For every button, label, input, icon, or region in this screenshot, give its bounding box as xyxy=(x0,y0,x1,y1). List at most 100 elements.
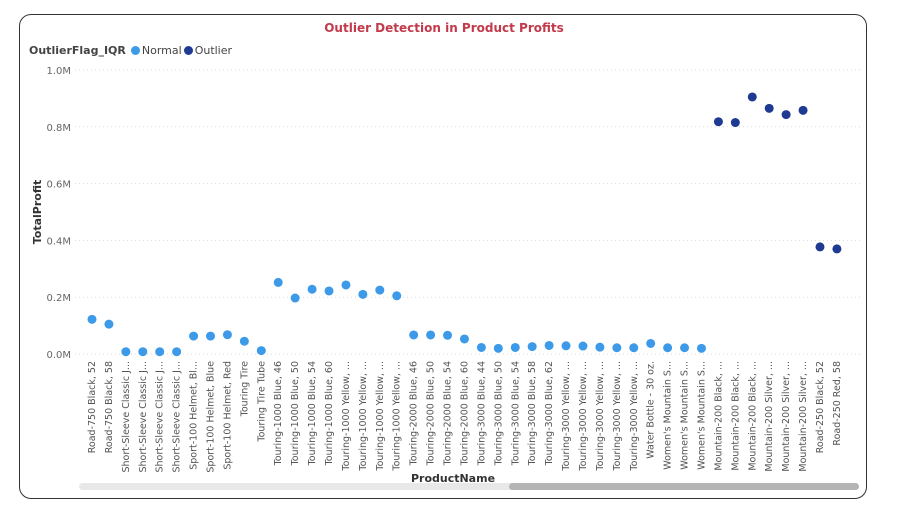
y-tick-label: 0.6M xyxy=(46,180,71,191)
x-tick-label: Short-Sleeve Classic J... xyxy=(172,361,183,473)
y-tick-label: 0.8M xyxy=(46,123,71,134)
data-point-normal xyxy=(629,343,639,353)
x-tick-label: Mountain-200 Black, ... xyxy=(730,361,741,471)
x-axis-label: ProductName xyxy=(411,472,495,485)
x-tick-label: Mountain-200 Silver, ... xyxy=(764,361,775,472)
data-point-normal xyxy=(273,277,283,287)
y-tick-label: 0.4M xyxy=(46,236,71,247)
legend-item-outlier[interactable]: Outlier xyxy=(183,44,233,57)
x-tick-label: Mountain-200 Black, ... xyxy=(713,361,724,471)
x-tick-label: Road-250 Red, 58 xyxy=(832,361,843,446)
y-axis-label: TotalProfit xyxy=(31,180,44,245)
x-tick-label: Sport-100 Helmet, Bl... xyxy=(189,361,200,470)
data-point-normal xyxy=(104,319,114,329)
x-tick-label: Touring-1000 Blue, 46 xyxy=(273,361,284,466)
data-point-normal xyxy=(476,342,486,352)
x-tick-label: Touring-3000 Yellow, ... xyxy=(612,361,623,472)
x-tick-label: Touring-2000 Blue, 54 xyxy=(443,361,454,466)
chart-visual-container: Outlier Detection in Product Profits Out… xyxy=(19,14,867,499)
x-tick-label: Short-Sleeve Classic J... xyxy=(121,361,132,473)
x-tick-label: Road-250 Black, 52 xyxy=(815,361,826,453)
scrollbar-thumb[interactable] xyxy=(509,483,859,490)
x-tick-label: Touring-3000 Yellow, ... xyxy=(578,361,589,472)
x-tick-label: Touring-1000 Yellow, ... xyxy=(375,361,386,472)
data-point-normal xyxy=(696,343,706,353)
y-tick-label: 1.0M xyxy=(46,66,71,77)
x-tick-label: Women's Mountain S... xyxy=(680,361,691,470)
data-point-outlier xyxy=(798,105,808,115)
legend-outlier-dot-icon xyxy=(183,46,193,55)
x-tick-label: Touring-3000 Blue, 58 xyxy=(527,361,538,466)
data-point-normal xyxy=(680,343,690,353)
data-point-normal xyxy=(222,330,232,340)
x-tick-label: Touring-1000 Yellow, ... xyxy=(392,361,403,472)
data-point-normal xyxy=(561,341,571,351)
x-tick-label: Touring-1000 Yellow, ... xyxy=(341,361,352,472)
x-tick-label: Mountain-200 Silver, ... xyxy=(798,361,809,472)
data-point-outlier xyxy=(815,242,825,252)
data-point-outlier xyxy=(781,110,791,120)
data-point-outlier xyxy=(832,244,842,254)
data-point-normal xyxy=(341,280,351,290)
data-point-normal xyxy=(87,314,97,324)
x-tick-label: Touring-1000 Blue, 60 xyxy=(324,361,335,466)
x-tick-label: Water Bottle - 30 oz. xyxy=(646,361,657,459)
x-tick-label: Touring-3000 Yellow, ... xyxy=(561,361,572,472)
x-tick-label: Short-Sleeve Classic J... xyxy=(155,361,166,473)
data-point-normal xyxy=(646,338,656,348)
y-tick-label: 0.0M xyxy=(46,350,71,361)
data-point-normal xyxy=(256,346,266,356)
data-point-outlier xyxy=(730,118,740,128)
x-tick-label: Touring-3000 Yellow, ... xyxy=(595,361,606,472)
x-tick-label: Touring-3000 Blue, 50 xyxy=(493,361,504,466)
data-point-normal xyxy=(206,331,216,341)
legend-item-normal[interactable]: Normal xyxy=(130,44,182,57)
data-point-normal xyxy=(544,340,554,350)
legend-normal-label: Normal xyxy=(141,44,182,57)
x-tick-label: Road-750 Black, 58 xyxy=(104,361,115,453)
data-point-normal xyxy=(324,286,334,296)
x-tick-label: Touring-3000 Blue, 44 xyxy=(476,361,487,466)
data-point-normal xyxy=(493,343,503,353)
x-tick-label: Mountain-200 Silver, ... xyxy=(781,361,792,472)
data-point-normal xyxy=(358,289,368,299)
data-point-outlier xyxy=(713,117,723,127)
x-tick-label: Women's Mountain S... xyxy=(696,361,707,470)
x-tick-label: Touring-2000 Blue, 50 xyxy=(426,361,437,466)
legend-title: OutlierFlag_IQR xyxy=(29,44,126,57)
legend-normal-dot-icon xyxy=(130,46,140,55)
data-point-normal xyxy=(138,347,148,357)
horizontal-scrollbar[interactable] xyxy=(79,483,859,490)
x-tick-label: Women's Mountain S... xyxy=(663,361,674,470)
legend: OutlierFlag_IQR Normal Outlier xyxy=(29,44,234,57)
data-point-normal xyxy=(239,336,249,346)
legend-outlier-label: Outlier xyxy=(194,44,233,57)
y-tick-label: 0.2M xyxy=(46,293,71,304)
data-point-normal xyxy=(612,343,622,353)
data-point-outlier xyxy=(764,103,774,113)
x-tick-label: Touring-3000 Blue, 62 xyxy=(544,361,555,466)
x-tick-label: Touring-2000 Blue, 46 xyxy=(409,361,420,466)
x-tick-label: Sport-100 Helmet, Blue xyxy=(206,361,217,473)
x-tick-label: Touring Tire xyxy=(239,361,250,417)
x-tick-label: Mountain-200 Black, ... xyxy=(747,361,758,471)
x-tick-label: Touring Tire Tube xyxy=(256,361,267,443)
data-point-normal xyxy=(392,291,402,301)
x-tick-label: Road-750 Black, 52 xyxy=(87,361,98,453)
data-point-outlier xyxy=(747,92,757,102)
x-tick-label: Sport-100 Helmet, Red xyxy=(222,361,233,470)
data-point-normal xyxy=(189,331,199,341)
x-tick-label: Touring-1000 Blue, 50 xyxy=(290,361,301,466)
data-point-normal xyxy=(663,343,673,353)
data-point-normal xyxy=(527,342,537,352)
data-point-normal xyxy=(375,285,385,295)
data-point-normal xyxy=(307,284,317,294)
data-point-normal xyxy=(443,330,453,340)
data-point-normal xyxy=(121,347,131,357)
data-point-normal xyxy=(459,334,469,344)
x-tick-label: Touring-2000 Blue, 60 xyxy=(459,361,470,466)
data-point-normal xyxy=(510,342,520,352)
x-tick-label: Touring-1000 Blue, 54 xyxy=(307,361,318,466)
x-tick-label: Short-Sleeve Classic J... xyxy=(138,361,149,473)
x-tick-label: Touring-3000 Yellow, ... xyxy=(629,361,640,472)
